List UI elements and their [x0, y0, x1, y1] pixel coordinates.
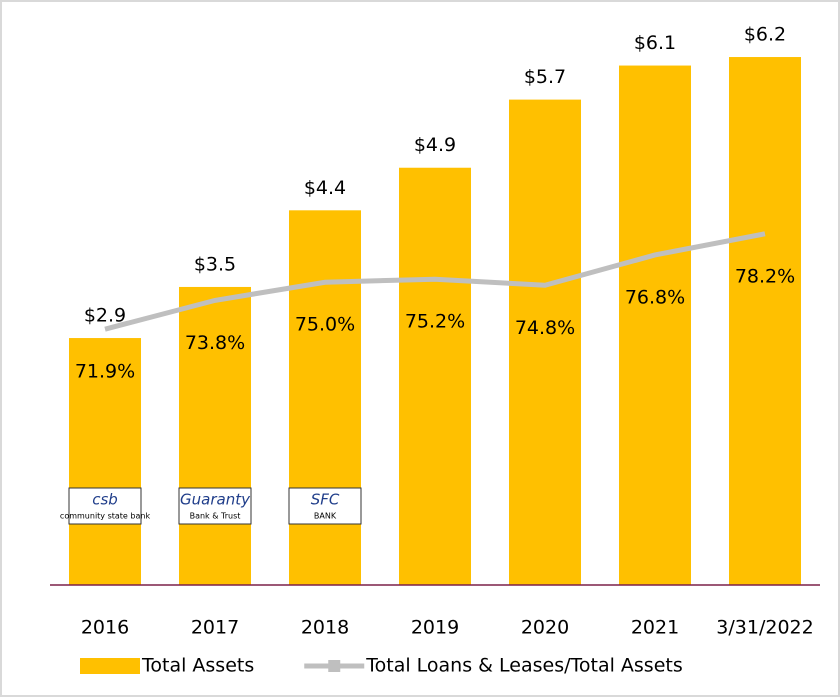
logo-box — [288, 487, 362, 525]
bar — [509, 99, 581, 585]
bar — [729, 57, 801, 585]
logo-subtitle: Bank & Trust — [190, 512, 241, 521]
logo-name: csb — [92, 491, 118, 509]
logo-subtitle: BANK — [314, 512, 337, 521]
line — [104, 231, 766, 332]
bar — [619, 65, 691, 585]
bar — [179, 286, 251, 585]
line-value-label: 76.8% — [625, 286, 685, 308]
bar-value-label: $2.9 — [84, 305, 126, 327]
legend-marker — [328, 660, 341, 672]
bar-value-label: $5.7 — [524, 66, 566, 88]
legend-swatch — [80, 658, 140, 674]
bar-value-label: $4.4 — [304, 177, 346, 199]
x-tick-label: 2017 — [191, 617, 239, 639]
x-tick-label: 3/31/2022 — [716, 617, 813, 639]
bar-value-label: $6.1 — [634, 32, 676, 54]
logo-subtitle: community state bank — [60, 512, 151, 521]
line-value-label: 73.8% — [185, 332, 245, 354]
x-tick-label: 2020 — [521, 617, 569, 639]
x-tick-label: 2018 — [301, 617, 349, 639]
logo-box — [68, 487, 142, 525]
line-value-label: 78.2% — [735, 265, 795, 287]
line-value-label: 74.8% — [515, 317, 575, 339]
legend-label: Total Assets — [141, 655, 254, 677]
legend-label: Total Loans & Leases/Total Assets — [365, 655, 683, 677]
line-value-label: 75.2% — [405, 311, 465, 333]
line-value-label: 71.9% — [75, 361, 135, 383]
x-tick-label: 2021 — [631, 617, 679, 639]
logo-name: Guaranty — [180, 491, 251, 509]
bar-value-label: $3.5 — [194, 253, 236, 275]
bar-value-label: $4.9 — [414, 134, 456, 156]
logo-name: SFC — [311, 491, 340, 509]
line-value-label: 75.0% — [295, 314, 355, 336]
bar — [399, 167, 471, 585]
bar — [69, 338, 141, 585]
x-tick-label: 2019 — [411, 617, 459, 639]
logo-box — [178, 487, 252, 525]
x-tick-label: 2016 — [81, 617, 129, 639]
bar — [289, 210, 361, 585]
bar-value-label: $6.2 — [744, 24, 786, 46]
